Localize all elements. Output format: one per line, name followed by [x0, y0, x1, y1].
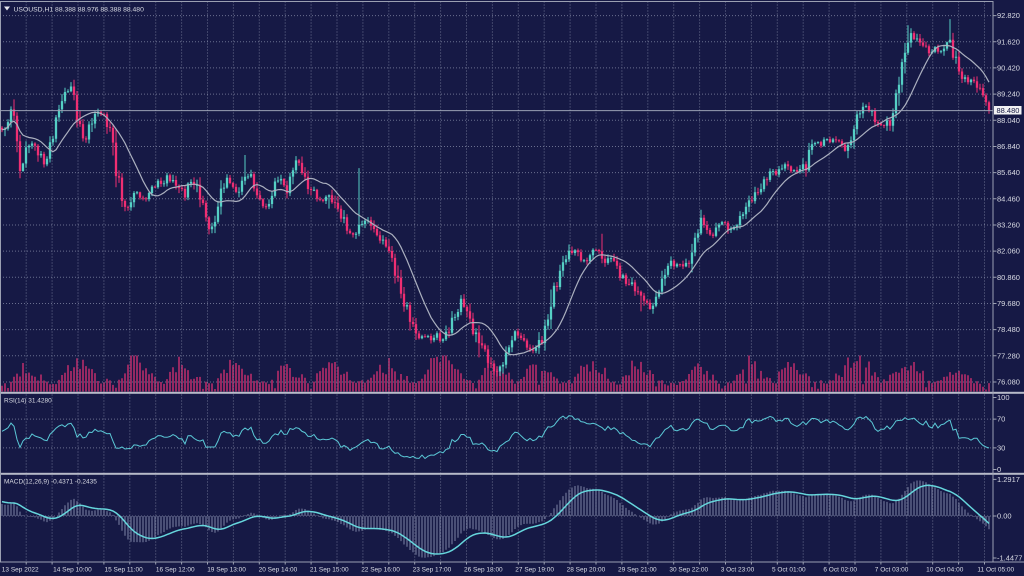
- svg-text:30: 30: [997, 444, 1005, 453]
- svg-text:91.620: 91.620: [997, 37, 1020, 46]
- svg-text:100: 100: [997, 393, 1010, 402]
- svg-text:86.840: 86.840: [997, 142, 1020, 151]
- svg-text:RSI(14) 31.4280: RSI(14) 31.4280: [4, 398, 52, 405]
- svg-text:10 Oct 04:00: 10 Oct 04:00: [926, 567, 964, 574]
- svg-text:23 Sep 17:00: 23 Sep 17:00: [413, 567, 452, 574]
- svg-text:6 Oct 02:00: 6 Oct 02:00: [823, 567, 857, 574]
- svg-text:76.080: 76.080: [997, 378, 1020, 387]
- svg-text:92.820: 92.820: [997, 11, 1020, 20]
- svg-text:0.00: 0.00: [997, 512, 1012, 521]
- svg-text:15 Sep 11:00: 15 Sep 11:00: [105, 567, 144, 574]
- svg-text:3 Oct 23:00: 3 Oct 23:00: [721, 567, 755, 574]
- svg-text:13 Sep 2022: 13 Sep 2022: [2, 567, 39, 574]
- svg-text:79.680: 79.680: [997, 299, 1020, 308]
- svg-text:28 Sep 20:00: 28 Sep 20:00: [567, 567, 606, 574]
- svg-text:88.040: 88.040: [997, 116, 1020, 125]
- svg-text:MACD(12,26,9) -0.4371 -0.2435: MACD(12,26,9) -0.4371 -0.2435: [4, 479, 97, 486]
- svg-text:14 Sep 10:00: 14 Sep 10:00: [53, 567, 92, 574]
- svg-text:30 Sep 22:00: 30 Sep 22:00: [669, 567, 708, 574]
- svg-text:77.280: 77.280: [997, 351, 1020, 360]
- svg-text:26 Sep 18:00: 26 Sep 18:00: [464, 567, 503, 574]
- svg-text:83.260: 83.260: [997, 221, 1020, 230]
- svg-text:20 Sep 14:00: 20 Sep 14:00: [259, 567, 298, 574]
- svg-text:29 Sep 21:00: 29 Sep 21:00: [618, 567, 657, 574]
- svg-text:USOUSD,H1 88.388 88.976 88.38: USOUSD,H1 88.388 88.976 88.388 88.480: [14, 7, 145, 14]
- svg-text:80.860: 80.860: [997, 273, 1020, 282]
- svg-text:1.2917: 1.2917: [997, 475, 1020, 484]
- svg-text:22 Sep 16:00: 22 Sep 16:00: [361, 567, 400, 574]
- svg-text:88.480: 88.480: [997, 106, 1020, 115]
- svg-text:70: 70: [997, 415, 1005, 424]
- svg-text:27 Sep 19:00: 27 Sep 19:00: [515, 567, 554, 574]
- svg-text:82.060: 82.060: [997, 247, 1020, 256]
- svg-text:21 Sep 15:00: 21 Sep 15:00: [310, 567, 349, 574]
- svg-text:7 Oct 03:00: 7 Oct 03:00: [875, 567, 909, 574]
- svg-text:-1.4477: -1.4477: [997, 554, 1022, 563]
- svg-text:19 Sep 13:00: 19 Sep 13:00: [207, 567, 246, 574]
- svg-text:11 Oct 05:00: 11 Oct 05:00: [977, 567, 1014, 574]
- svg-text:90.420: 90.420: [997, 64, 1020, 73]
- svg-text:16 Sep 12:00: 16 Sep 12:00: [156, 567, 195, 574]
- svg-text:89.240: 89.240: [997, 90, 1020, 99]
- svg-text:0: 0: [997, 465, 1001, 474]
- svg-text:85.640: 85.640: [997, 168, 1020, 177]
- svg-text:78.480: 78.480: [997, 325, 1020, 334]
- svg-text:84.460: 84.460: [997, 194, 1020, 203]
- svg-text:5 Oct 01:00: 5 Oct 01:00: [772, 567, 806, 574]
